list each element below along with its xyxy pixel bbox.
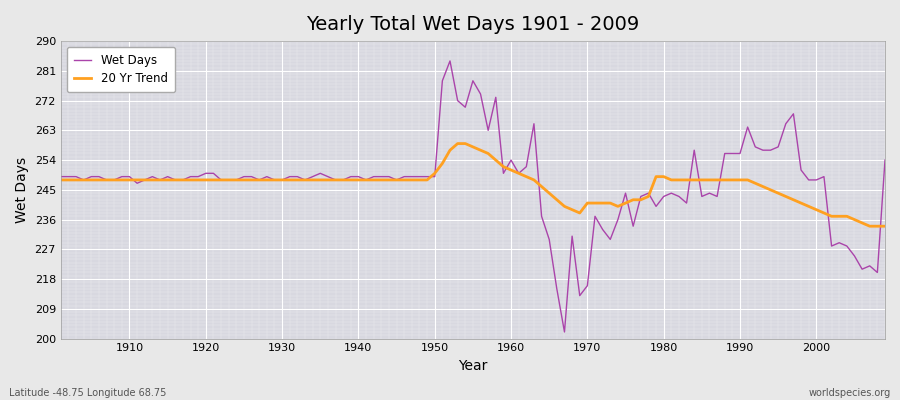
20 Yr Trend	[56, 178, 67, 182]
Wet Days	[513, 171, 524, 176]
Y-axis label: Wet Days: Wet Days	[15, 157, 29, 223]
20 Yr Trend	[513, 171, 524, 176]
Wet Days	[613, 217, 624, 222]
Title: Yearly Total Wet Days 1901 - 2009: Yearly Total Wet Days 1901 - 2009	[306, 15, 640, 34]
20 Yr Trend	[864, 224, 875, 229]
20 Yr Trend	[452, 141, 463, 146]
Wet Days	[506, 158, 517, 162]
Wet Days	[559, 330, 570, 334]
Wet Days	[445, 58, 455, 63]
Legend: Wet Days, 20 Yr Trend: Wet Days, 20 Yr Trend	[67, 47, 175, 92]
20 Yr Trend	[330, 178, 341, 182]
Text: Latitude -48.75 Longitude 68.75: Latitude -48.75 Longitude 68.75	[9, 388, 166, 398]
20 Yr Trend	[879, 224, 890, 229]
20 Yr Trend	[605, 201, 616, 206]
Wet Days	[330, 178, 341, 182]
Wet Days	[56, 174, 67, 179]
Wet Days	[284, 174, 295, 179]
20 Yr Trend	[284, 178, 295, 182]
Wet Days	[879, 158, 890, 162]
Line: 20 Yr Trend: 20 Yr Trend	[61, 144, 885, 226]
X-axis label: Year: Year	[458, 359, 488, 373]
Line: Wet Days: Wet Days	[61, 61, 885, 332]
Wet Days	[116, 174, 127, 179]
Text: worldspecies.org: worldspecies.org	[809, 388, 891, 398]
20 Yr Trend	[506, 168, 517, 172]
20 Yr Trend	[116, 178, 127, 182]
